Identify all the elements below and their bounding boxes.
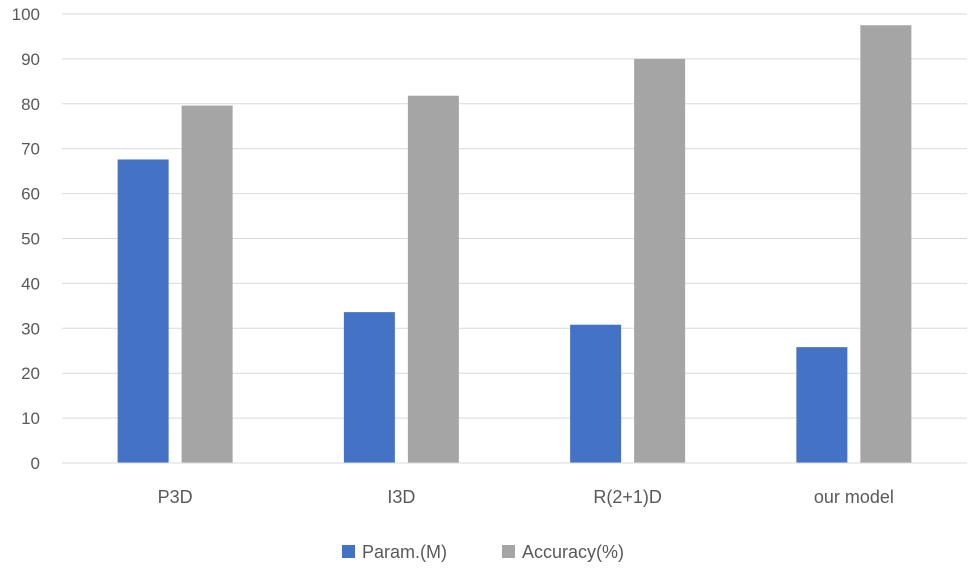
y-tick-label: 100	[12, 5, 40, 24]
y-tick-label: 0	[31, 454, 40, 473]
bar-param-0	[117, 159, 169, 463]
legend-swatch	[342, 545, 355, 558]
bar-param-2	[570, 324, 622, 463]
legend-swatch	[502, 545, 515, 558]
category-label: I3D	[387, 487, 415, 507]
y-tick-label: 10	[21, 409, 40, 428]
legend-label: Accuracy(%)	[522, 542, 624, 562]
bar-param-1	[343, 312, 395, 463]
y-tick-label: 40	[21, 274, 40, 293]
category-label: R(2+1)D	[593, 487, 662, 507]
bar-accuracy-0	[181, 105, 233, 463]
y-tick-label: 50	[21, 230, 40, 249]
bars	[117, 25, 912, 464]
y-tick-label: 70	[21, 140, 40, 159]
bar-accuracy-2	[634, 58, 686, 464]
legend: Param.(M) Accuracy(%)	[342, 542, 624, 562]
y-tick-label: 60	[21, 185, 40, 204]
category-label: P3D	[158, 487, 193, 507]
y-tick-label: 20	[21, 364, 40, 383]
x-axis-category-labels: P3D I3D R(2+1)D our model	[158, 487, 894, 507]
bar-param-3	[796, 347, 848, 463]
category-label: our model	[814, 487, 894, 507]
bar-accuracy-3	[860, 25, 912, 463]
legend-label: Param.(M)	[362, 542, 447, 562]
y-tick-label: 80	[21, 95, 40, 114]
y-tick-label: 30	[21, 319, 40, 338]
y-axis-tick-labels: 0 10 20 30 40 50 60 70 80 90 100	[12, 5, 40, 473]
y-tick-label: 90	[21, 50, 40, 69]
bar-accuracy-1	[407, 95, 459, 463]
